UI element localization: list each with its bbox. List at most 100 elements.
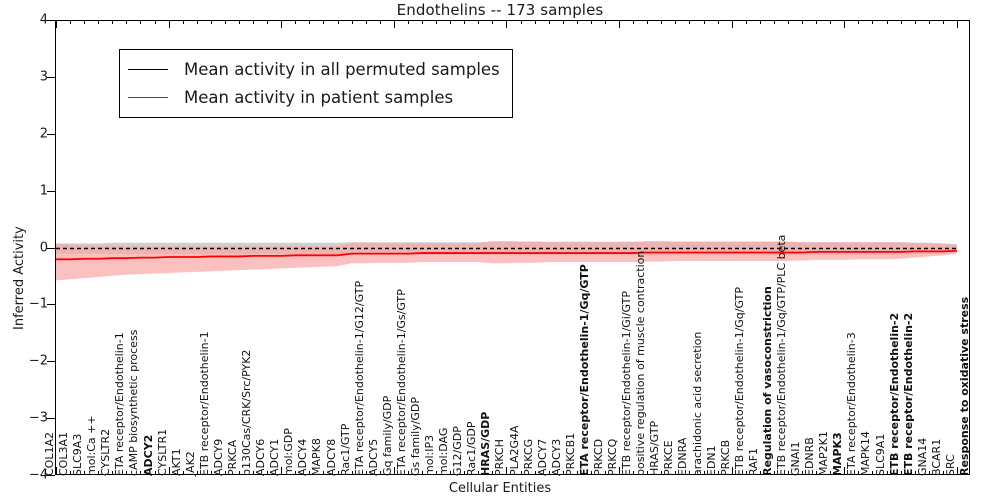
x-axis-tick-label: G12/GDP <box>451 426 465 476</box>
x-axis-tick <box>210 471 212 474</box>
y-axis-tick <box>47 190 55 192</box>
x-axis-tick <box>253 21 255 24</box>
x-axis-tick-label: CYSLTR2 <box>99 428 113 476</box>
x-axis-tick <box>886 471 888 474</box>
x-axis-tick <box>393 467 395 474</box>
x-axis-tick-label: PRKCQ <box>606 438 620 476</box>
x-axis-tick-label: ADCY5 <box>366 438 380 476</box>
y-axis-tick-label: 0 <box>39 240 48 255</box>
x-axis-tick-label: SLC9A3 <box>71 433 85 476</box>
x-axis-tick <box>802 471 804 474</box>
x-axis-tick-label: ETB receptor/Endothelin-2 <box>901 312 915 476</box>
x-axis-tick <box>773 21 775 24</box>
plot-area: Mean activity in all permuted samples Me… <box>55 20 970 475</box>
x-axis-tick <box>605 21 606 24</box>
x-axis-tick-label: ETB receptor/Endothelin-1/Gq/GTP/PLC bet… <box>775 234 788 476</box>
x-axis-tick-label: GNAI1 <box>789 441 803 476</box>
x-axis-tick <box>168 467 170 474</box>
x-axis-tick <box>393 21 395 28</box>
x-axis-tick <box>647 471 649 474</box>
x-axis-tick <box>731 467 733 474</box>
x-axis-tick <box>267 21 269 24</box>
x-axis-tick <box>323 21 325 24</box>
x-axis-tick <box>830 471 832 474</box>
x-axis-tick <box>689 471 691 474</box>
x-axis-tick <box>900 471 902 474</box>
x-axis-tick-label: ETA receptor/Endothelin-1/Gs/GTP <box>394 289 408 476</box>
x-axis-tick <box>295 21 297 24</box>
x-axis-tick <box>773 471 775 474</box>
x-axis-tick <box>253 471 255 474</box>
x-axis-tick-label: JAK2 <box>183 451 197 476</box>
x-axis-tick <box>112 21 114 24</box>
x-axis-tick <box>520 21 522 24</box>
x-axis-tick <box>365 471 367 474</box>
x-axis-tick-label: cAMP biosynthetic process <box>127 329 141 476</box>
x-axis-tick <box>717 21 719 24</box>
x-axis-tick-label: mol:GDP <box>282 428 296 476</box>
x-axis-tick <box>562 21 564 24</box>
x-axis-tick <box>239 21 240 24</box>
x-axis-tick-label: EDNRA <box>676 437 690 476</box>
x-axis-tick <box>210 21 212 24</box>
x-axis-tick <box>576 21 578 24</box>
x-axis-tick-label: AKT1 <box>169 448 183 476</box>
x-axis-tick <box>422 21 423 24</box>
x-axis-tick <box>506 21 508 28</box>
x-axis-tick <box>323 471 325 474</box>
x-axis-tick-label: ETA receptor/Endothelin-1/Gq/GTP <box>577 264 591 476</box>
x-axis-tick <box>759 471 761 474</box>
x-axis-tick <box>379 21 381 24</box>
x-axis-tick-label: ETB receptor/Endothelin-1/Gi/GTP <box>620 290 634 476</box>
x-axis-tick-label: GNA14 <box>915 437 929 476</box>
y-axis-tick-label: 2 <box>39 126 48 142</box>
x-axis-tick <box>619 21 621 28</box>
y-axis-tick <box>47 247 55 249</box>
x-axis-tick-label: p130Cas/CRK/Src/PYK2 <box>240 349 254 476</box>
x-axis-tick <box>858 21 860 24</box>
x-axis-tick <box>140 21 142 24</box>
x-axis-tick-label: ETA receptor/Endothelin-1 <box>113 332 127 476</box>
x-axis-tick <box>464 21 466 24</box>
patient-mean-line <box>56 249 957 261</box>
x-axis-tick <box>478 21 480 24</box>
x-axis-tick-label: PRKCA <box>226 439 239 476</box>
x-axis-tick-label: ETB receptor/Endothelin-1 <box>197 331 211 476</box>
x-axis-tick-label: ADCY1 <box>268 438 282 476</box>
x-axis-tick <box>239 471 240 474</box>
x-axis-tick <box>633 21 635 24</box>
x-axis-tick <box>450 471 452 474</box>
x-axis-tick-label: ETB receptor/Endothelin-1/Gq/GTP <box>732 287 746 476</box>
x-axis-tick <box>365 21 367 24</box>
x-axis-tick-label: Gs family/GDP <box>409 396 422 476</box>
x-axis-tick <box>605 471 606 474</box>
x-axis-tick-label: ETA receptor/Endothelin-3 <box>845 332 859 476</box>
x-axis-tick <box>548 21 550 24</box>
x-axis-tick <box>802 21 804 24</box>
x-axis-tick <box>534 21 536 24</box>
x-axis-tick <box>168 21 170 28</box>
x-axis-tick <box>914 471 916 474</box>
chart-title: Endothelins -- 173 samples <box>396 1 604 19</box>
x-axis-tick <box>154 471 156 474</box>
y-axis-tick-label: −3 <box>28 410 48 426</box>
x-axis-tick-label: MAPK8 <box>310 438 324 476</box>
x-axis-tick-label: arachidonic acid secretion <box>690 331 704 476</box>
x-axis-tick-label: MAPK3 <box>831 432 845 476</box>
x-axis-tick <box>407 471 409 474</box>
x-axis-tick <box>759 21 761 24</box>
x-axis-tick <box>844 467 846 474</box>
x-axis-tick-label: Rac1/GTP <box>338 423 352 476</box>
x-axis-tick <box>281 467 283 474</box>
y-axis-tick <box>47 361 55 363</box>
x-axis-tick <box>126 471 128 474</box>
x-axis-tick <box>351 21 353 24</box>
legend-label-patient: Mean activity in patient samples <box>184 87 454 107</box>
x-axis-tick <box>56 467 57 474</box>
x-axis-tick <box>351 471 353 474</box>
x-axis-tick <box>407 21 409 24</box>
y-axis-tick <box>47 304 55 306</box>
x-axis-tick <box>337 21 339 24</box>
x-axis-tick <box>224 471 226 474</box>
x-axis-tick <box>942 471 944 474</box>
